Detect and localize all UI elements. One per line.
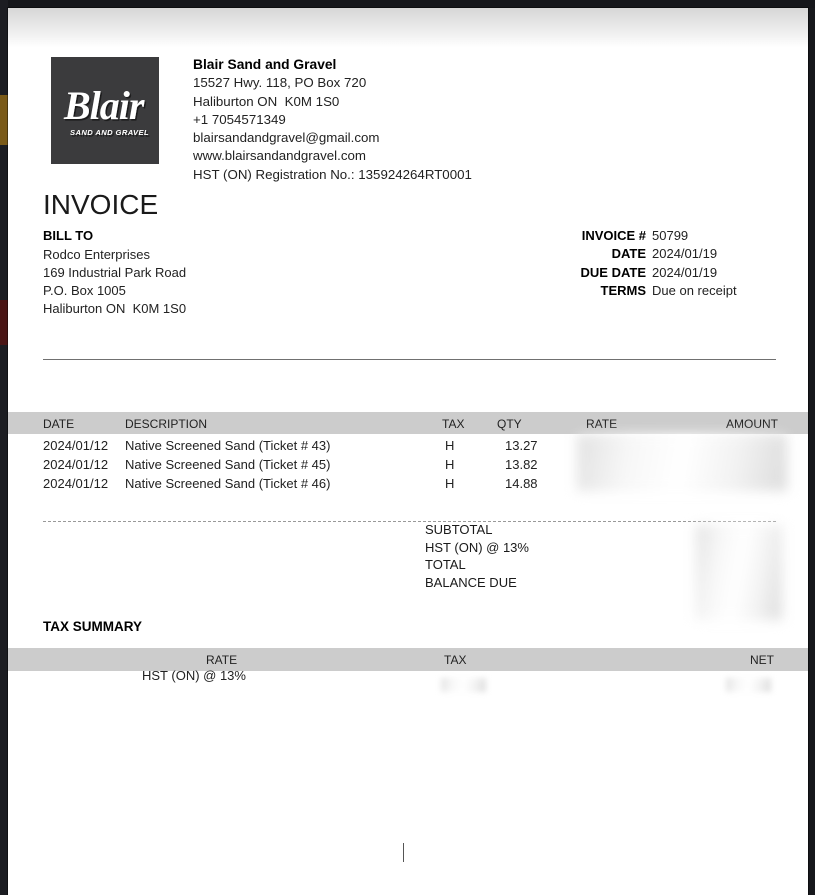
svg-text:Blair: Blair — [63, 83, 145, 128]
svg-text:SAND AND GRAVEL: SAND AND GRAVEL — [70, 128, 149, 137]
